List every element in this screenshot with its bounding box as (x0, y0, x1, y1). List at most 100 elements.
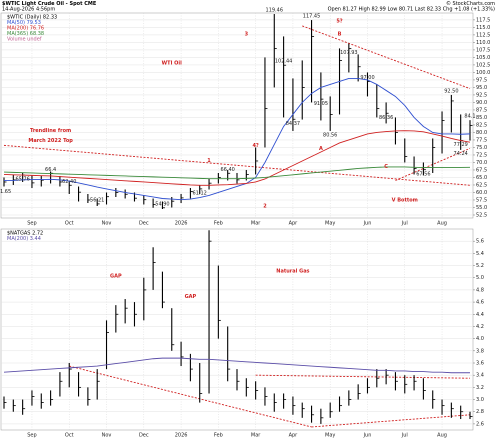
y-tick-label: 90.0 (476, 100, 487, 106)
x-tick-label: May (325, 221, 335, 227)
y-tick-label: 115.0 (476, 25, 490, 31)
price-label: 84.37 (286, 121, 300, 127)
y-tick-label: 4.2 (476, 324, 484, 330)
x-tick-label: Jul (401, 221, 408, 227)
y-tick-label: 5.6 (476, 239, 484, 245)
y-tick-label: 4.0 (476, 336, 484, 342)
y-tick-label: 105.0 (476, 55, 490, 61)
y-tick-label: 57.5 (476, 197, 487, 203)
x-tick-label: Sep (27, 433, 36, 439)
price-label: 77.29 (454, 142, 468, 148)
y-tick-label: 77.5 (476, 137, 487, 143)
y-tick-label: 5.4 (476, 251, 484, 257)
y-tick-label: 80.0 (476, 130, 487, 136)
legend-entry: MA(50) 79.53 (7, 20, 41, 26)
annotation: C (384, 164, 388, 170)
legend-entry: $NATGAS 2.72 (7, 231, 43, 237)
price-label: 54.90 (155, 201, 169, 207)
y-tick-label: 85.0 (476, 115, 487, 121)
x-tick-label: Aug (437, 433, 447, 439)
trendline (302, 25, 471, 90)
x-tick-label: Dec (139, 433, 149, 439)
price-label: 102.44 (275, 59, 293, 65)
x-tick-label: Jul (401, 433, 408, 439)
x-tick-label: Aug (437, 221, 447, 227)
legend-entry: $WTIC (Daily) 82.33 (7, 15, 57, 21)
annotation: 5? (336, 19, 342, 25)
price-label: 66.40 (221, 167, 235, 173)
price-label: 62.40 (62, 179, 76, 185)
trendline (255, 374, 471, 379)
price-label: 74.24 (454, 151, 468, 157)
price-label: 97.00 (360, 75, 374, 81)
x-tick-label: Oct (65, 221, 74, 227)
x-tick-label: 2026 (175, 433, 188, 439)
annotation: 2 (263, 203, 267, 209)
price-label: 119.46 (266, 8, 284, 14)
trendline (311, 414, 471, 428)
x-tick-label: Mar (251, 433, 261, 439)
y-tick-label: 3.8 (476, 348, 484, 354)
y-tick-label: 87.5 (476, 107, 487, 113)
annotation: Trendline from (30, 128, 71, 134)
y-tick-label: 3.2 (476, 385, 484, 391)
moving-average (3, 357, 470, 374)
x-tick-label: Feb (214, 221, 223, 227)
y-tick-label: 95.0 (476, 85, 487, 91)
plot-area (0, 228, 474, 431)
x-tick-label: Nov (102, 221, 112, 227)
legend-entry: MA(200) 76.76 (7, 26, 44, 32)
y-tick-label: 3.6 (476, 361, 484, 367)
price-label: 65.76 (15, 177, 29, 183)
x-tick-label: May (325, 433, 335, 439)
annotation: WTI Oil (162, 60, 182, 66)
legend-entry: MA(365) 68.38 (7, 31, 44, 37)
y-tick-label: 117.5 (476, 17, 490, 23)
plot-area (0, 12, 474, 219)
moving-average (3, 166, 471, 180)
annotation: GAP (185, 294, 197, 300)
price-label: 92.50 (444, 88, 458, 94)
x-tick-label: Nov (102, 433, 112, 439)
price-label: 107.93 (340, 50, 358, 56)
y-tick-label: 5.2 (476, 263, 484, 269)
moving-average (3, 130, 471, 186)
price-label: 61.65 (0, 189, 11, 195)
y-tick-label: 107.5 (476, 47, 490, 53)
x-tick-label: Apr (289, 433, 299, 439)
x-tick-label: Jun (363, 221, 372, 227)
y-tick-label: 70.0 (476, 160, 487, 166)
y-tick-label: 3.4 (476, 373, 484, 379)
y-tick-label: 92.5 (476, 92, 487, 98)
y-tick-label: 4.4 (476, 312, 484, 318)
legend-entry: MA(200) 3.44 (7, 236, 41, 242)
y-tick-label: 112.5 (476, 32, 490, 38)
x-tick-label: Oct (65, 433, 74, 439)
chart-title: $WTIC Light Crude Oil - Spot CME (2, 1, 97, 7)
x-tick-label: Mar (251, 221, 261, 227)
x-tick-label: Apr (289, 221, 299, 227)
x-tick-label: Jun (363, 433, 372, 439)
x-tick-label: Sep (27, 221, 36, 227)
price-label: 84.1 (464, 114, 475, 120)
y-tick-label: 5.0 (476, 275, 484, 281)
annotation: Natural Gas (276, 269, 309, 275)
price-label: 86.36 (379, 115, 393, 121)
chart-date: 14-Aug-2026 4:56pm (2, 7, 55, 13)
trendline (69, 365, 312, 428)
price-label: 117.45 (303, 14, 321, 20)
y-tick-label: 2.6 (476, 421, 484, 427)
legend-note: Volume undef (7, 37, 42, 43)
price-label: 67.56 (416, 171, 430, 177)
y-tick-label: 67.5 (476, 167, 487, 173)
y-tick-label: 102.5 (476, 62, 490, 68)
annotation: GAP (110, 273, 122, 279)
annotation: A (319, 146, 323, 152)
annotation: 3 (245, 32, 249, 38)
x-tick-label: Feb (214, 433, 223, 439)
y-tick-label: 110.0 (476, 40, 490, 46)
moving-average (4, 77, 471, 201)
y-tick-label: 55.0 (476, 205, 487, 211)
y-tick-label: 3.0 (476, 397, 484, 403)
